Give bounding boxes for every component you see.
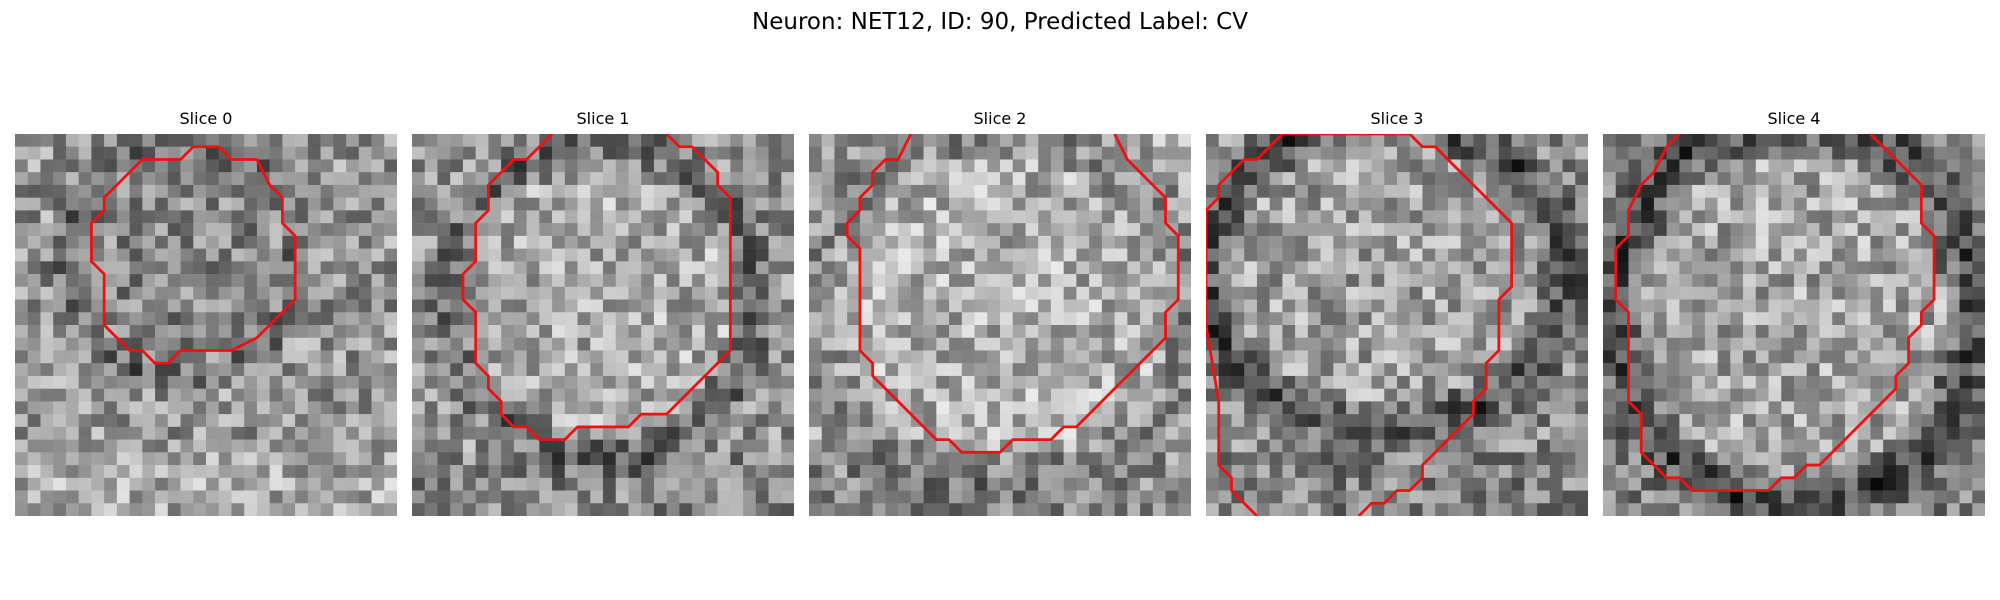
slice-image-1 (412, 134, 794, 516)
segmentation-contour (845, 134, 1180, 454)
slice-title: Slice 1 (576, 109, 630, 128)
slice-title: Slice 3 (1370, 109, 1424, 128)
slice-title: Slice 0 (179, 109, 233, 128)
segmentation-contour (1614, 134, 1936, 492)
slice-image-3 (1206, 134, 1588, 516)
slice-title: Slice 2 (973, 109, 1027, 128)
segmentation-contour (89, 145, 297, 365)
segmentation-contour (461, 134, 732, 442)
slice-image-0 (15, 134, 397, 516)
slice-image-2 (809, 134, 1191, 516)
segmentation-contour (1206, 134, 1514, 516)
slice-title: Slice 4 (1767, 109, 1821, 128)
figure-title: Neuron: NET12, ID: 90, Predicted Label: … (752, 9, 1248, 35)
slice-image-4 (1603, 134, 1985, 516)
